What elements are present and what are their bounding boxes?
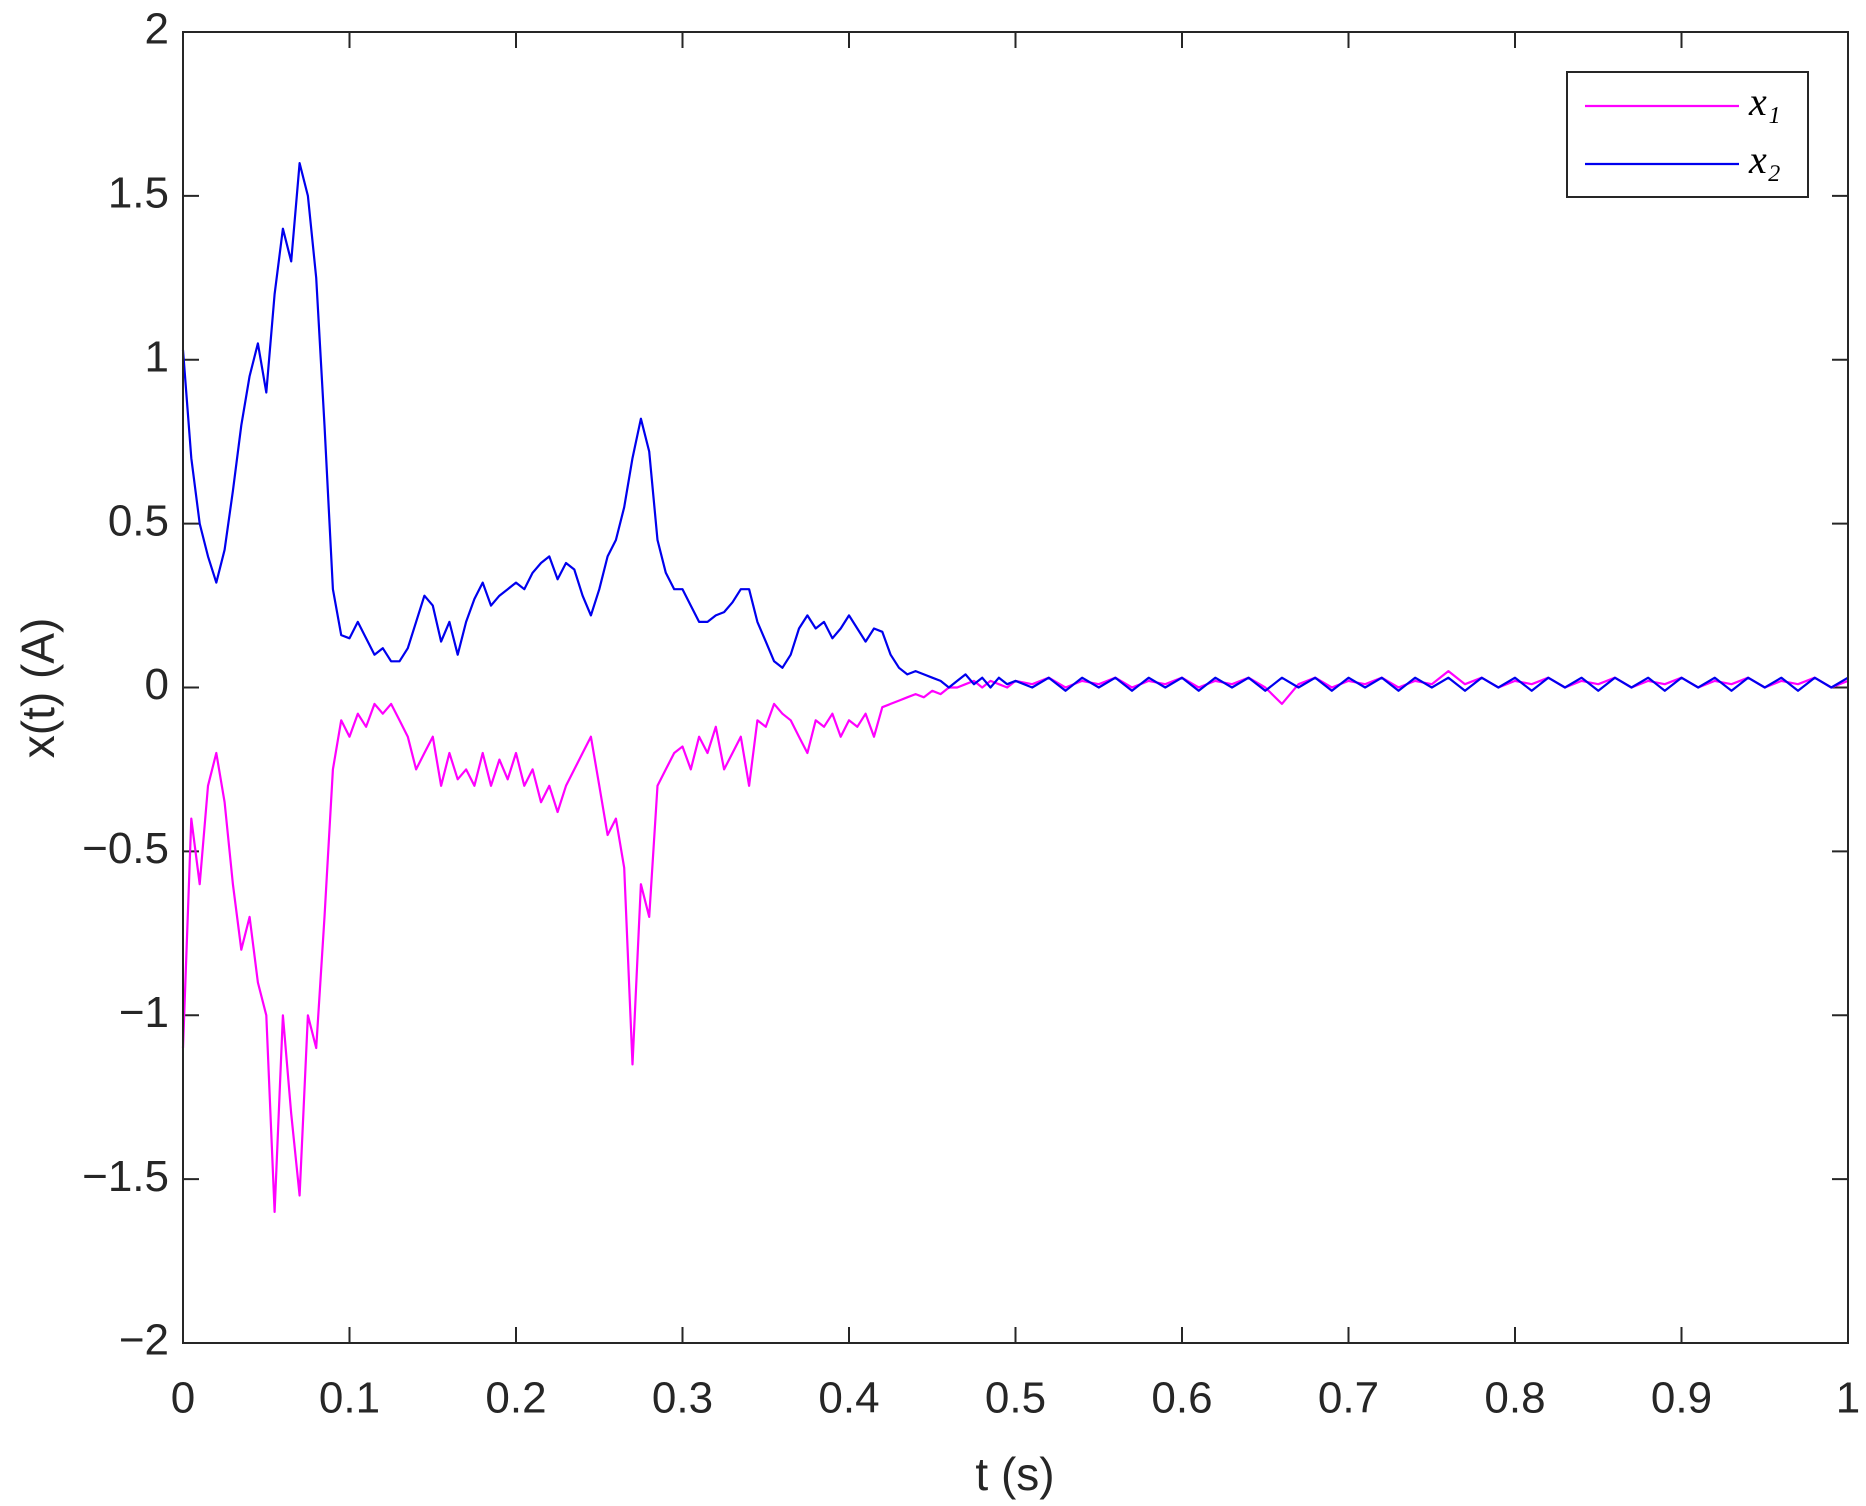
- x-tick-label: 0.2: [485, 1374, 546, 1423]
- x-tick-label: 0.9: [1651, 1374, 1712, 1423]
- y-tick-label: −2: [119, 1316, 169, 1365]
- x-tick-label: 0.1: [319, 1374, 380, 1423]
- axes-box: [182, 31, 1849, 1344]
- y-tick-label: 1.5: [108, 169, 169, 218]
- x-tick-label: 0: [171, 1374, 195, 1423]
- y-tick-label: 0.5: [108, 496, 169, 545]
- series-line: [181, 670, 1849, 1213]
- series-line: [181, 162, 1849, 692]
- y-tick-label: −1.5: [82, 1152, 169, 1201]
- y-tick-label: 2: [145, 5, 169, 54]
- x-tick-label: 1: [1836, 1374, 1860, 1423]
- legend-label: x₂: [1748, 137, 1781, 182]
- y-tick-label: −1: [119, 988, 169, 1037]
- y-axis-label: x(t) (A): [12, 618, 64, 759]
- x-axis-label: t (s): [975, 1448, 1054, 1500]
- y-tick-label: 0: [145, 660, 169, 709]
- x-tick-label: 0.5: [985, 1374, 1046, 1423]
- x-tick-label: 0.7: [1318, 1374, 1379, 1423]
- y-tick-label: −0.5: [82, 824, 169, 873]
- legend-box: [1566, 71, 1809, 198]
- y-tick-label: 1: [145, 332, 169, 381]
- x-tick-label: 0.8: [1484, 1374, 1545, 1423]
- x-tick-label: 0.4: [818, 1374, 879, 1423]
- x-tick-label: 0.6: [1151, 1374, 1212, 1423]
- legend-label: x₁: [1748, 79, 1781, 124]
- x-tick-label: 0.3: [652, 1374, 713, 1423]
